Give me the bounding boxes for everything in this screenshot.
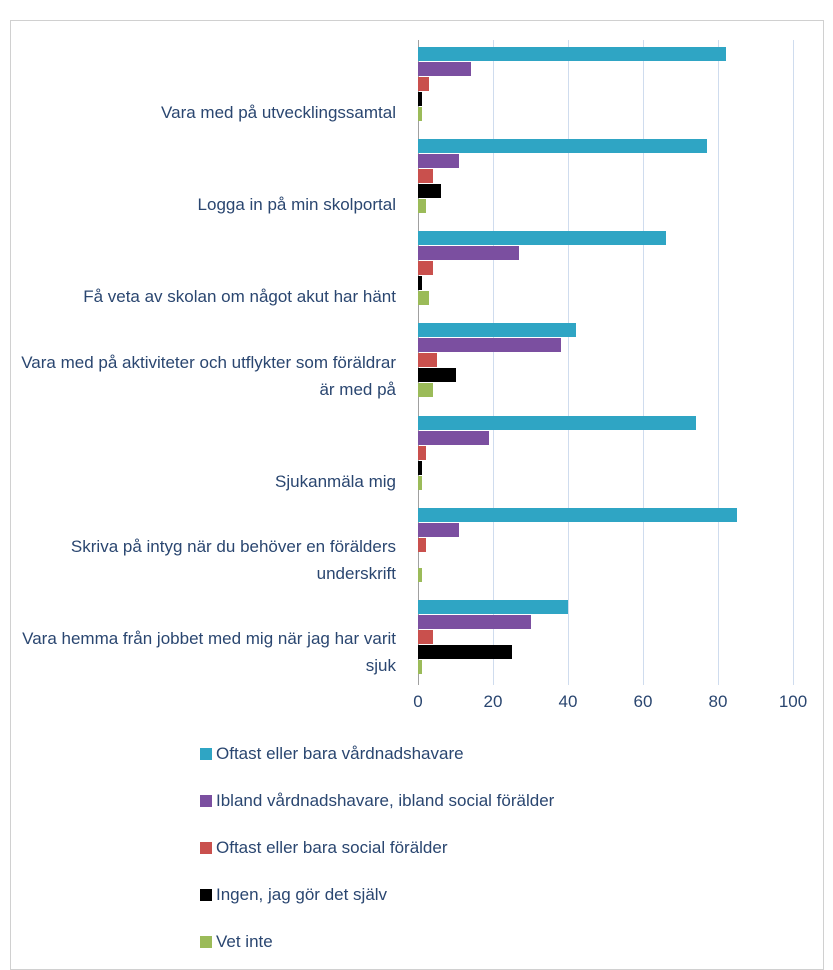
legend-swatch: [200, 748, 212, 760]
bar: [418, 338, 561, 353]
bar: [418, 47, 726, 61]
legend-label: Oftast eller bara vårdnadshavare: [216, 744, 464, 763]
legend-entry: Vet inte: [200, 932, 273, 952]
legend-swatch: [200, 842, 212, 854]
bar: [418, 199, 426, 214]
bar: [418, 261, 433, 276]
bar: [418, 430, 490, 445]
bar: [418, 629, 433, 644]
bar: [418, 246, 520, 261]
bar: [418, 460, 422, 475]
grid-line: [493, 40, 494, 685]
grid-line: [568, 40, 569, 685]
bar: [418, 184, 441, 199]
legend-entry: Oftast eller bara vårdnadshavare: [200, 744, 464, 764]
bar: [418, 659, 422, 674]
bar: [418, 415, 696, 430]
legend-swatch: [200, 936, 212, 948]
bar: [418, 139, 707, 154]
legend-label: Ingen, jag gör det själv: [216, 885, 388, 904]
bar: [418, 62, 471, 76]
bar: [418, 522, 460, 537]
bar: [418, 567, 422, 582]
x-tick-label: 0: [413, 692, 423, 711]
bar: [418, 537, 426, 552]
bar: [418, 92, 422, 106]
bar: [418, 353, 437, 368]
bar: [418, 445, 426, 460]
legend-entry: Ibland vårdnadshavare, ibland social för…: [200, 791, 554, 811]
bar: [418, 169, 433, 184]
x-tick-label: 80: [708, 692, 728, 711]
category-label: Få veta av skolan om något akut har hänt: [83, 287, 396, 307]
bar: [418, 368, 456, 383]
category-label: Logga in på min skolportal: [197, 195, 396, 215]
bar: [418, 614, 531, 629]
x-tick-label: 60: [633, 692, 653, 711]
bar: [418, 107, 422, 121]
bar: [418, 599, 568, 614]
x-tick-label: 20: [483, 692, 503, 711]
bar: [418, 383, 433, 398]
legend-entry: Oftast eller bara social förälder: [200, 838, 448, 858]
bar: [418, 276, 422, 291]
bar: [418, 154, 460, 169]
category-label: Vara med på utvecklingssamtal: [161, 103, 396, 123]
legend-label: Ibland vårdnadshavare, ibland social för…: [216, 791, 555, 810]
x-tick-label: 100: [778, 692, 808, 711]
bar: [418, 291, 430, 306]
legend-swatch: [200, 795, 212, 807]
grid-line: [718, 40, 719, 685]
bar: [418, 475, 422, 490]
grid-line: [793, 40, 794, 685]
bar: [418, 323, 576, 338]
category-label: Vara med på aktiviteter och utflykter so…: [21, 352, 396, 399]
grid-line: [643, 40, 644, 685]
category-label: Vara hemma från jobbet med mig när jag h…: [22, 628, 396, 675]
bar: [418, 507, 737, 522]
category-label: Skriva på intyg när du behöver en föräld…: [70, 536, 396, 583]
legend-label: Vet inte: [216, 932, 273, 951]
bar: [418, 644, 512, 659]
x-tick-label: 40: [558, 692, 578, 711]
legend-label: Oftast eller bara social förälder: [216, 838, 448, 857]
legend-entry: Ingen, jag gör det själv: [200, 885, 387, 905]
bar: [418, 231, 666, 246]
category-label: Sjukanmäla mig: [275, 471, 396, 491]
bar: [418, 77, 430, 91]
legend-swatch: [200, 889, 212, 901]
